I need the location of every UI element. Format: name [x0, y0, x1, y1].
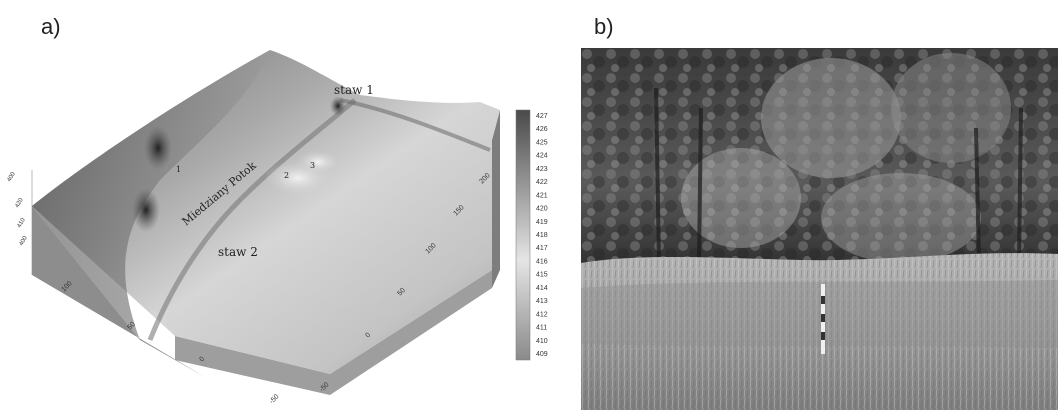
colorbar-label: 426 — [536, 126, 548, 133]
tree-crown-3 — [681, 148, 801, 248]
panel-b-label: b) — [594, 14, 614, 39]
terrain-west-slope — [32, 50, 270, 340]
elevation-colorbar: 427 426 425 424 423 422 421 420 419 418 417 416 415 4… — [515, 109, 548, 361]
front-tick-4: -50 — [268, 393, 280, 405]
left-tick-3: 410 — [17, 217, 28, 229]
terrain-model-3d: staw 1 staw 2 Miedziany Potok 1 2 3 400 … — [7, 50, 548, 405]
colorbar-label: 410 — [536, 338, 548, 345]
colorbar-label: 415 — [536, 272, 548, 279]
colorbar-label: 421 — [536, 192, 548, 199]
hollow-3 — [330, 96, 346, 116]
tree-crown-4 — [821, 173, 981, 263]
terrain-front-face — [175, 270, 492, 395]
colorbar-label: 413 — [536, 298, 548, 305]
panel-a-label: a) — [41, 14, 61, 39]
colorbar-label: 424 — [536, 153, 548, 160]
stream-channel — [147, 98, 357, 341]
colorbar-label: 420 — [536, 206, 548, 213]
colorbar-label: 419 — [536, 219, 548, 226]
colorbar-label: 409 — [536, 351, 548, 358]
field-photograph — [581, 48, 1058, 410]
colorbar-labels: 427 426 425 424 423 422 421 420 419 418 417 416 415 4… — [536, 113, 548, 358]
colorbar-label: 422 — [536, 179, 548, 186]
label-number-3: 3 — [310, 161, 315, 170]
colorbar-label: 411 — [536, 325, 547, 332]
left-axis: 400 420 410 400 — [7, 170, 33, 275]
colorbar-label: 417 — [536, 245, 548, 252]
left-tick-2: 420 — [15, 197, 26, 209]
mound-3 — [296, 150, 340, 174]
left-tick-1: 400 — [7, 171, 18, 183]
colorbar-ramp — [515, 109, 531, 361]
tree-crown-1 — [761, 58, 901, 178]
label-number-1: 1 — [176, 165, 181, 174]
front-tick-3: 0 — [198, 356, 206, 364]
tree-crown-2 — [891, 53, 1011, 163]
label-number-2: 2 — [284, 171, 289, 180]
hollow-1 — [144, 126, 172, 170]
tree-trunks — [654, 87, 1023, 264]
measuring-rod — [821, 284, 825, 354]
colorbar-label: 423 — [536, 166, 548, 173]
label-staw-2: staw 2 — [218, 245, 258, 259]
colorbar-label: 416 — [536, 258, 548, 265]
dam-embankment — [581, 280, 1058, 348]
colorbar-label: 418 — [536, 232, 548, 239]
colorbar-label: 427 — [536, 113, 548, 120]
right-tick-2: 0 — [364, 332, 372, 340]
colorbar-label: 412 — [536, 311, 548, 318]
left-tick-4: 400 — [19, 235, 30, 247]
label-staw-1: staw 1 — [334, 83, 374, 97]
colorbar-label: 414 — [536, 285, 548, 292]
right-tick-3: 50 — [396, 287, 407, 298]
colorbar-label: 425 — [536, 139, 548, 146]
terrain-left-face — [32, 206, 205, 377]
terrain-right-face — [492, 110, 500, 288]
hollow-2 — [132, 188, 160, 232]
front-tick-2: 50 — [126, 321, 137, 332]
